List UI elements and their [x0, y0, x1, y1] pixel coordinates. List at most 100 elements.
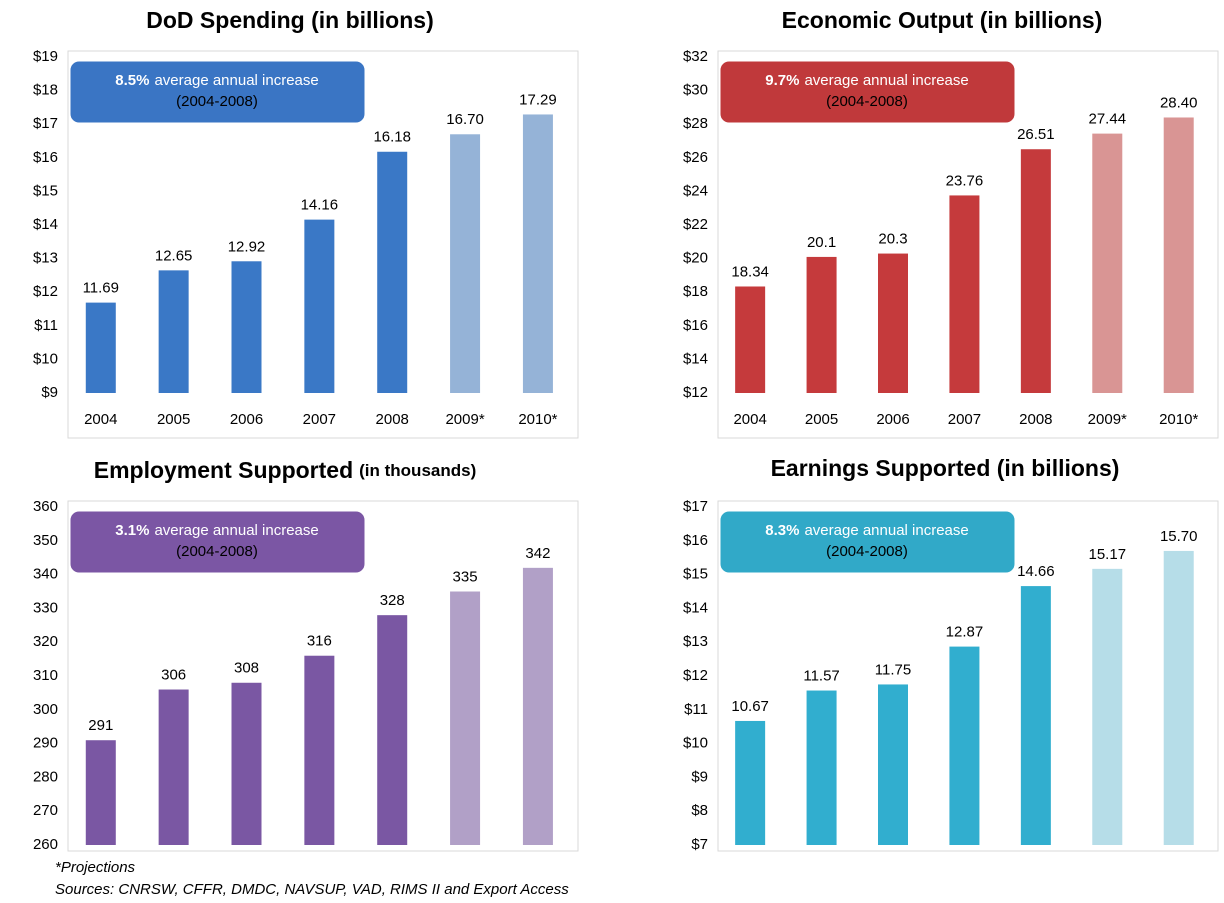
y-tick-label: $17 — [683, 498, 708, 515]
x-tick-label: 2008 — [376, 411, 409, 428]
value-label: 11.75 — [875, 661, 911, 678]
x-tick-label: 2005 — [805, 411, 838, 428]
y-tick-label: 280 — [33, 768, 58, 785]
y-tick-label: $22 — [683, 216, 708, 233]
y-tick-label: $26 — [683, 149, 708, 166]
x-tick-label: 2007 — [303, 411, 336, 428]
bar — [806, 256, 837, 393]
plot-frame — [67, 500, 579, 852]
y-tick-label: $15 — [33, 182, 58, 199]
bar — [158, 689, 189, 845]
value-label: 12.87 — [946, 624, 984, 641]
y-tick-label: $7 — [691, 836, 708, 853]
annotation-highlight: 3.1% — [115, 522, 149, 539]
annotation-line: 8.3% average annual increase — [765, 522, 969, 539]
y-tick-label: $11 — [34, 317, 58, 334]
y-tick-label: 300 — [33, 701, 58, 718]
value-label: 17.29 — [519, 91, 557, 108]
plot-frame — [717, 50, 1219, 439]
value-label: 14.16 — [301, 197, 339, 214]
bar — [231, 261, 262, 393]
footnote: Sources: CNRSW, CFFR, DMDC, NAVSUP, VAD,… — [55, 881, 569, 898]
bar — [85, 302, 116, 393]
bar — [1092, 568, 1123, 845]
value-label: 11.69 — [83, 280, 119, 297]
subtitle-text: (in thousands) — [359, 461, 476, 480]
y-tick-label: $16 — [683, 317, 708, 334]
bar — [949, 646, 980, 845]
x-tick-label: 2006 — [876, 411, 909, 428]
annotation-text: average annual increase — [154, 72, 318, 89]
x-tick-label: 2009* — [1088, 411, 1127, 428]
value-label: 12.92 — [228, 238, 266, 255]
annotation-text: average annual increase — [804, 72, 968, 89]
y-tick-label: 330 — [33, 599, 58, 616]
value-label: 18.34 — [731, 263, 769, 280]
value-label: 11.57 — [803, 668, 839, 685]
annotation-box — [719, 510, 1016, 574]
bar — [1020, 586, 1051, 845]
chart-title: DoD Spending (in billions) — [146, 7, 433, 33]
y-tick-label: 360 — [33, 498, 58, 515]
value-label: 28.40 — [1160, 94, 1198, 111]
annotation-box — [69, 510, 366, 574]
value-label: 14.66 — [1017, 563, 1055, 580]
y-tick-label: $30 — [683, 82, 708, 99]
annotation-box — [69, 60, 366, 124]
title-text: Employment Supported — [94, 457, 353, 483]
chart-title: Employment Supported (in thousands) — [94, 457, 477, 483]
bar — [878, 684, 908, 845]
y-tick-label: $11 — [684, 701, 708, 718]
bar — [158, 270, 189, 393]
value-label: 306 — [161, 666, 186, 683]
value-label: 20.3 — [878, 231, 907, 248]
value-label: 335 — [453, 568, 478, 585]
bar — [450, 134, 481, 393]
bar — [735, 720, 766, 845]
annotation-highlight: 8.3% — [765, 522, 799, 539]
y-tick-label: $24 — [683, 182, 708, 199]
y-tick-label: 290 — [33, 735, 58, 752]
annotation-period: (2004-2008) — [176, 543, 258, 560]
y-tick-label: $18 — [33, 82, 58, 99]
value-label: 15.17 — [1089, 546, 1127, 563]
bar — [878, 253, 908, 393]
value-label: 328 — [380, 592, 405, 609]
y-tick-label: $19 — [33, 48, 58, 65]
bar — [1163, 117, 1194, 393]
annotation-highlight: 9.7% — [765, 72, 799, 89]
y-tick-label: $12 — [33, 283, 58, 300]
y-tick-label: $28 — [683, 115, 708, 132]
x-tick-label: 2008 — [1019, 411, 1052, 428]
x-tick-label: 2009* — [445, 411, 484, 428]
annotation-line: 8.5% average annual increase — [115, 72, 319, 89]
annotation-box — [719, 60, 1016, 124]
y-tick-label: $32 — [683, 48, 708, 65]
x-tick-label: 2010* — [1159, 411, 1198, 428]
bar — [1020, 149, 1051, 393]
y-tick-label: 350 — [33, 532, 58, 549]
x-tick-label: 2005 — [157, 411, 190, 428]
y-tick-label: $8 — [691, 802, 708, 819]
bar — [450, 591, 481, 845]
title-text: DoD Spending (in billions) — [146, 7, 433, 33]
x-tick-label: 2010* — [518, 411, 557, 428]
bar — [806, 690, 837, 845]
bar — [1163, 550, 1194, 845]
y-tick-label: $20 — [683, 250, 708, 267]
value-label: 291 — [88, 717, 113, 734]
x-tick-label: 2006 — [230, 411, 263, 428]
bar — [735, 286, 766, 393]
y-tick-label: $12 — [683, 667, 708, 684]
bar — [231, 682, 262, 845]
x-tick-label: 2007 — [948, 411, 981, 428]
annotation-highlight: 8.5% — [115, 72, 149, 89]
annotation-line: 3.1% average annual increase — [115, 522, 319, 539]
bar — [1092, 133, 1123, 393]
value-label: 10.67 — [731, 698, 769, 715]
bar — [304, 219, 335, 393]
y-tick-label: $12 — [683, 384, 708, 401]
y-tick-label: $14 — [683, 350, 708, 367]
y-tick-label: $17 — [33, 115, 58, 132]
